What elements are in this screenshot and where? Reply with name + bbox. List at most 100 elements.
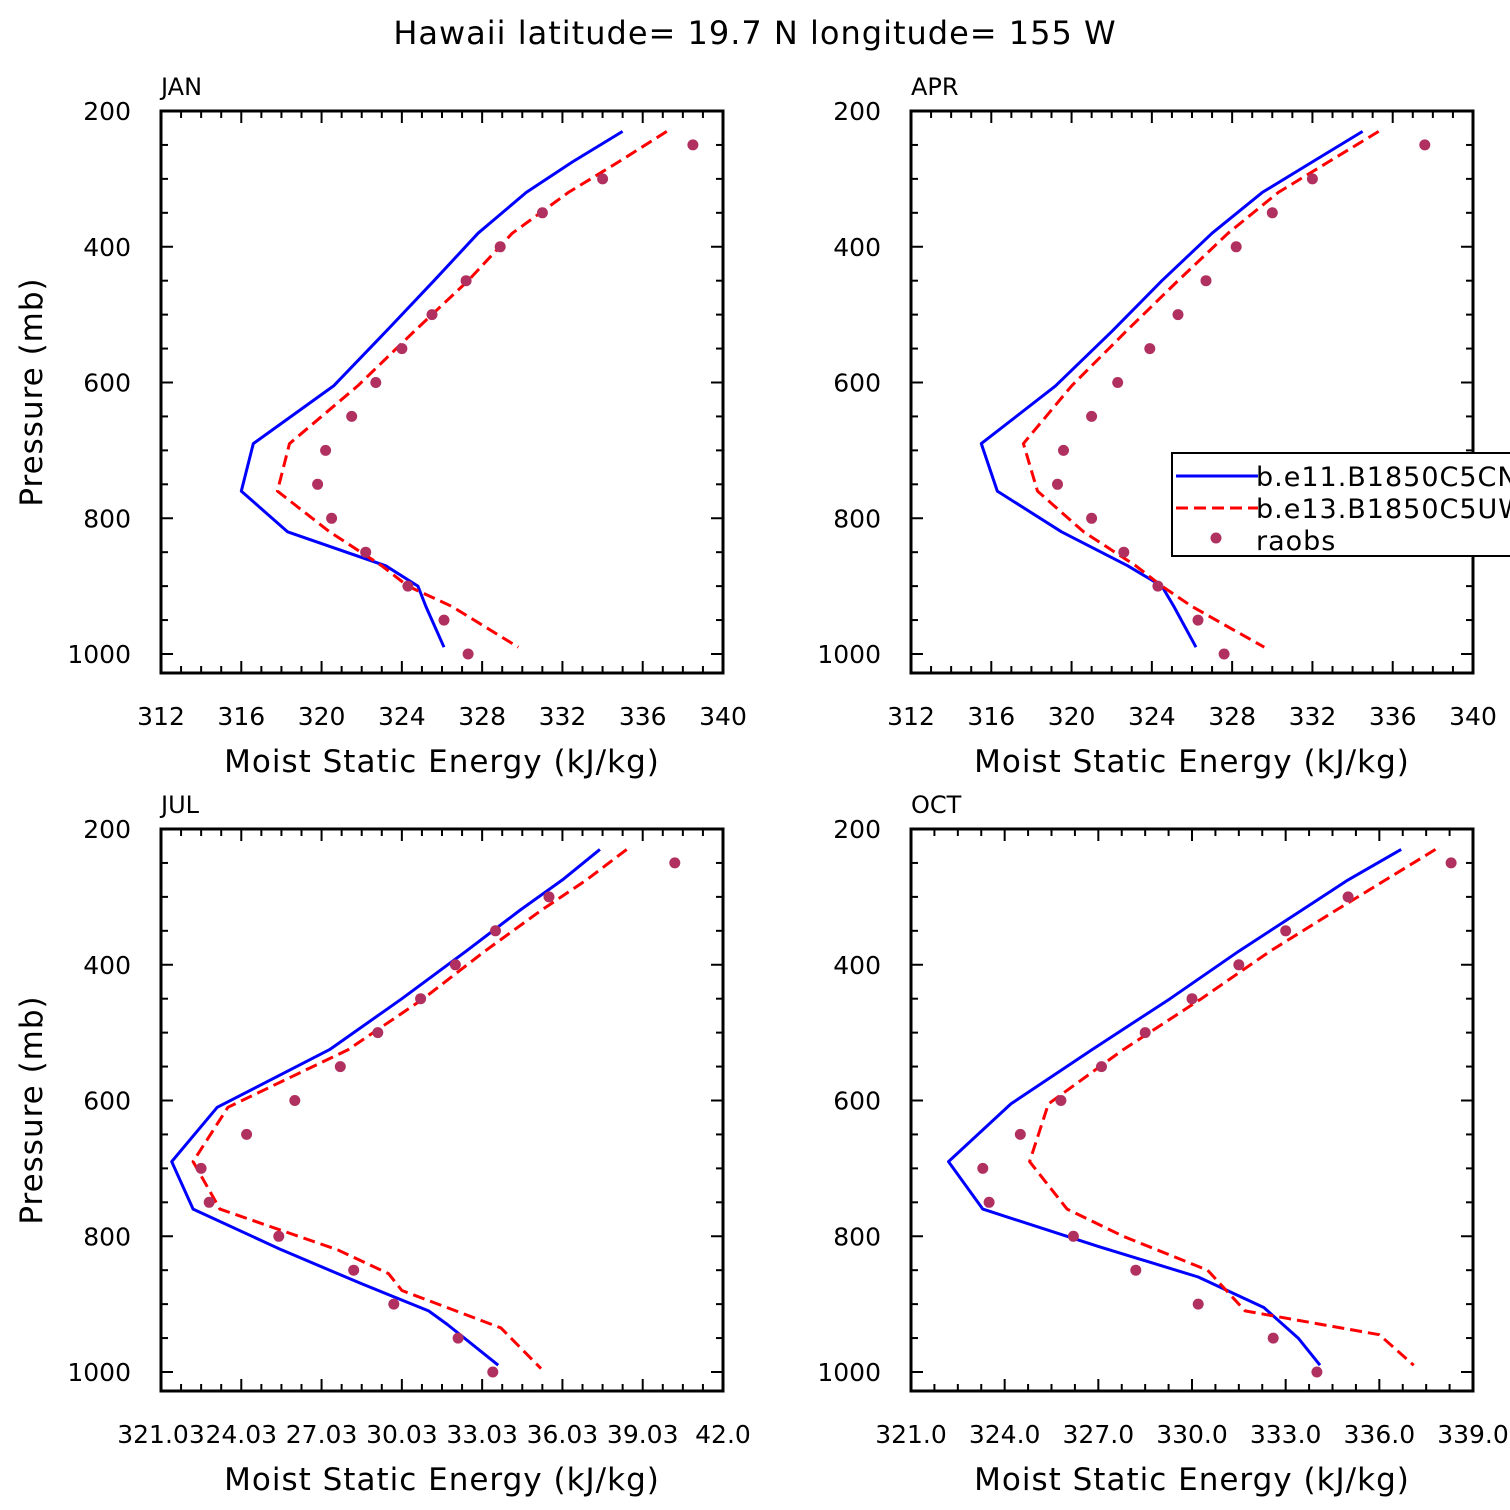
series-b-e11-b1850c5cn-line: [239, 130, 624, 648]
y-tick-label: 400: [83, 951, 131, 980]
raobs-point: [449, 959, 461, 971]
panel-apr: 312 316 320 324 328 332 336 340 200 400 600 800 1000…: [817, 73, 1496, 780]
raobs-point: [1086, 512, 1098, 524]
plot-frame-jul: [159, 827, 725, 1393]
x-tick-label: 39.03: [607, 1420, 679, 1449]
x-tick-label: 336: [619, 702, 667, 731]
y-tick-label: 1000: [67, 640, 131, 669]
y-tick-label: 200: [83, 815, 131, 844]
legend-label: raobs: [1256, 526, 1336, 557]
plot-frame-apr: [909, 109, 1475, 675]
raobs-point: [462, 648, 474, 660]
panel-jul: 321.03 24.03 27.03 30.03 33.03 36.03 39.03 42.0…: [14, 791, 751, 1498]
raobs-point: [1055, 1095, 1067, 1106]
raobs-point: [1445, 857, 1457, 869]
y-tick-label: 200: [83, 97, 131, 126]
x-tick-label: 336.0: [1344, 1420, 1416, 1449]
x-tick-label: 33.03: [446, 1420, 518, 1449]
y-tick-label: 1000: [817, 640, 881, 669]
raobs-point: [402, 580, 414, 592]
raobs-point: [1144, 343, 1156, 355]
raobs-point: [1139, 1027, 1151, 1039]
y-tick-label: 600: [83, 369, 131, 398]
raobs-point: [1192, 1298, 1204, 1310]
raobs-point: [396, 343, 408, 355]
raobs-point: [1419, 139, 1431, 151]
panel-oct: 321.0 324.0 327.0 330.0 333.0 336.0 339.0 200 40…: [817, 791, 1508, 1498]
x-tick-label: 339.0: [1437, 1420, 1509, 1449]
raobs-point: [348, 1264, 360, 1276]
raobs-point: [241, 1128, 253, 1140]
raobs-point: [452, 1332, 464, 1344]
series-raobs-markers: [977, 857, 1457, 1378]
x-tick-label: 324: [1128, 702, 1176, 731]
series-raobs-markers: [312, 139, 699, 660]
raobs-point: [289, 1095, 301, 1106]
y-tick-label: 800: [833, 1222, 881, 1251]
raobs-point: [1306, 173, 1318, 185]
raobs-point: [273, 1230, 285, 1242]
series-raobs-markers: [195, 857, 681, 1378]
raobs-point: [388, 1298, 400, 1310]
x-tick-label: 27.03: [286, 1420, 358, 1449]
raobs-point: [1058, 444, 1069, 456]
raobs-point: [536, 207, 548, 219]
raobs-point: [977, 1162, 989, 1174]
raobs-point: [597, 173, 609, 185]
x-tick-label: 321.03: [117, 1420, 204, 1449]
raobs-point: [370, 377, 382, 388]
raobs-point: [1200, 275, 1212, 287]
x-tick-label: 36.03: [527, 1420, 599, 1449]
x-tick-label: 340: [1449, 702, 1497, 731]
raobs-point: [1280, 925, 1292, 937]
y-tick-label: 400: [83, 233, 131, 262]
x-tick-label: 42.0: [695, 1420, 751, 1449]
raobs-point: [1218, 648, 1230, 660]
panel-title: APR: [911, 73, 959, 101]
x-tick-label: 332: [539, 702, 587, 731]
x-tick-label: 24.03: [205, 1420, 277, 1449]
raobs-point: [1118, 546, 1130, 558]
x-tick-label: 316: [967, 702, 1015, 731]
raobs-point: [1152, 580, 1164, 592]
raobs-point: [360, 546, 372, 558]
legend-raobs-marker: [1210, 532, 1222, 544]
raobs-point: [1112, 377, 1124, 388]
x-tick-label: 333.0: [1250, 1420, 1322, 1449]
x-tick-label: 328: [458, 702, 506, 731]
y-tick-label: 800: [833, 504, 881, 533]
y-tick-label: 1000: [67, 1358, 131, 1387]
series-b-e11-b1850c5cn-line: [170, 848, 601, 1367]
raobs-point: [312, 478, 324, 490]
x-tick-label: 320: [1048, 702, 1096, 731]
raobs-point: [494, 241, 506, 253]
raobs-point: [320, 444, 332, 456]
y-axis-title: Pressure (mb): [14, 995, 50, 1224]
y-tick-label: 600: [833, 369, 881, 398]
x-tick-label: 312: [137, 702, 185, 731]
raobs-point: [326, 512, 338, 524]
series-b-e13-b1850c5uw-line: [1028, 848, 1437, 1367]
raobs-point: [1267, 1332, 1279, 1344]
raobs-point: [372, 1027, 384, 1039]
y-tick-label: 800: [83, 504, 131, 533]
figure-title: Hawaii latitude= 19.7 N longitude= 155 W: [393, 14, 1116, 52]
raobs-point: [1096, 1061, 1107, 1073]
panel-title: JUL: [159, 791, 200, 819]
x-tick-label: 336: [1369, 702, 1417, 731]
raobs-point: [195, 1162, 207, 1174]
x-tick-label: 328: [1208, 702, 1256, 731]
raobs-point: [1014, 1128, 1026, 1140]
panel-jan: 312 316 320 324 328 332 336 340 200 400 600 800 1000…: [14, 73, 747, 780]
x-axis-title: Moist Static Energy (kJ/kg): [974, 744, 1410, 780]
raobs-point: [1342, 891, 1354, 903]
raobs-point: [346, 410, 358, 422]
y-tick-label: 600: [833, 1087, 881, 1116]
y-axis-title: Pressure (mb): [14, 277, 50, 506]
panel-title: JAN: [159, 73, 202, 101]
raobs-point: [1130, 1264, 1142, 1276]
y-tick-label: 1000: [817, 1358, 881, 1387]
